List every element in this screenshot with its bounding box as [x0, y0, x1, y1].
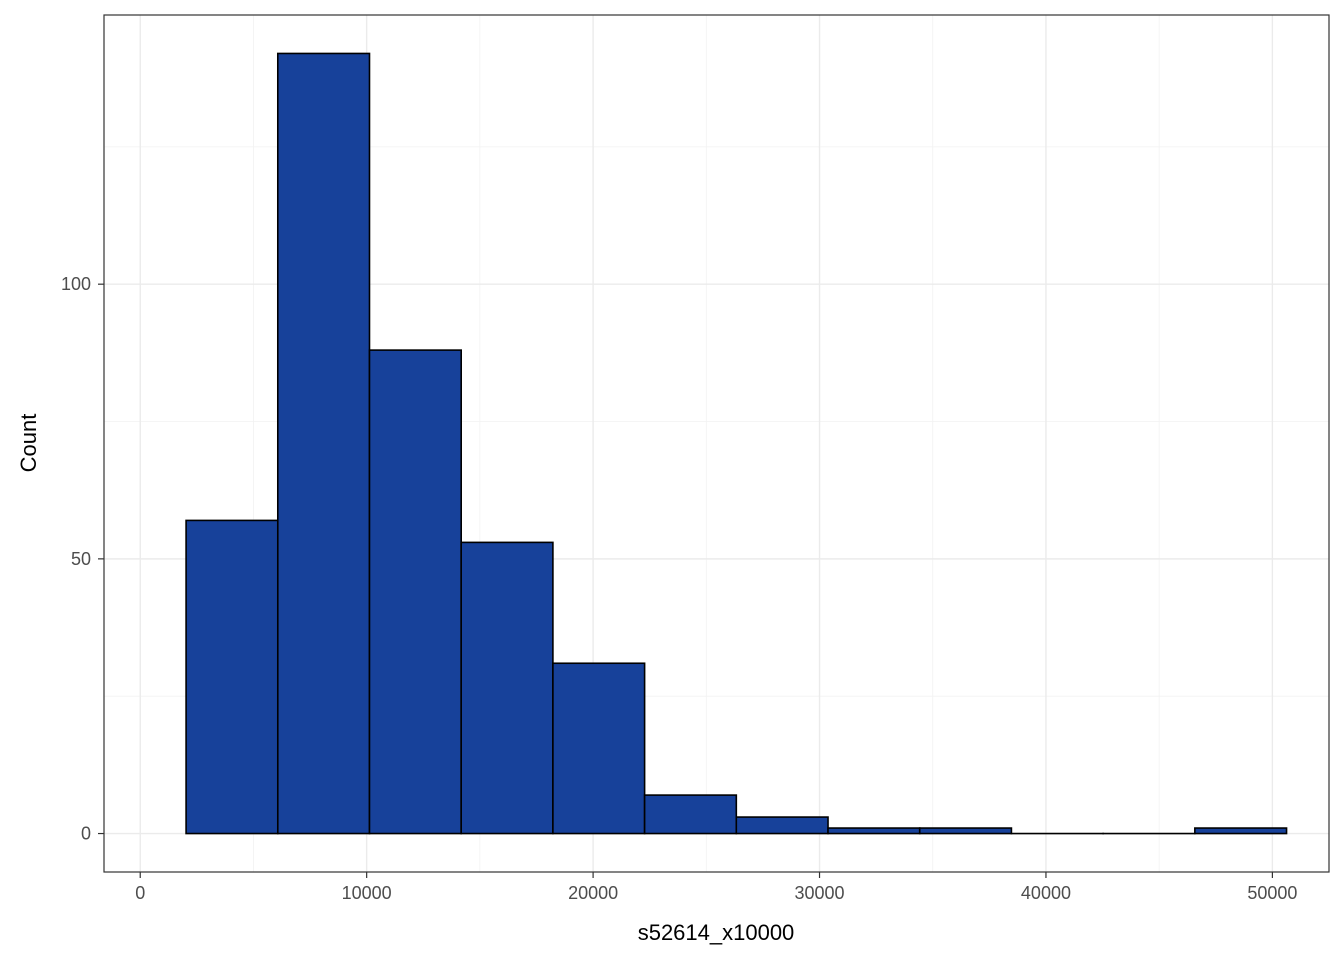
y-tick-label: 50 [71, 549, 91, 569]
x-tick-label: 30000 [794, 883, 844, 903]
histogram-bar [276, 52, 371, 835]
x-axis-title: s52614_x10000 [638, 920, 795, 945]
histogram-bar [735, 816, 829, 835]
x-tick-label: 40000 [1021, 883, 1071, 903]
x-tick-label: 0 [135, 883, 145, 903]
histogram-bar [185, 519, 279, 835]
histogram-bar [460, 541, 554, 835]
histogram-bar [918, 827, 1013, 835]
x-axis: 0 10000 20000 30000 40000 50000 [135, 872, 1297, 903]
y-tick-label: 100 [61, 274, 91, 294]
histogram-bar [552, 662, 646, 835]
y-tick-label: 0 [81, 824, 91, 844]
histogram-bar [827, 827, 921, 835]
x-tick-label: 50000 [1247, 883, 1297, 903]
histogram-bar [368, 349, 462, 835]
histogram-bar [1194, 827, 1288, 835]
y-axis: 0 50 100 [61, 274, 104, 844]
histogram-bar [643, 794, 738, 835]
x-tick-label: 10000 [342, 883, 392, 903]
y-axis-title: Count [16, 414, 41, 473]
x-tick-label: 20000 [568, 883, 618, 903]
plot-border [103, 14, 1330, 873]
histogram-bars [185, 52, 1288, 835]
